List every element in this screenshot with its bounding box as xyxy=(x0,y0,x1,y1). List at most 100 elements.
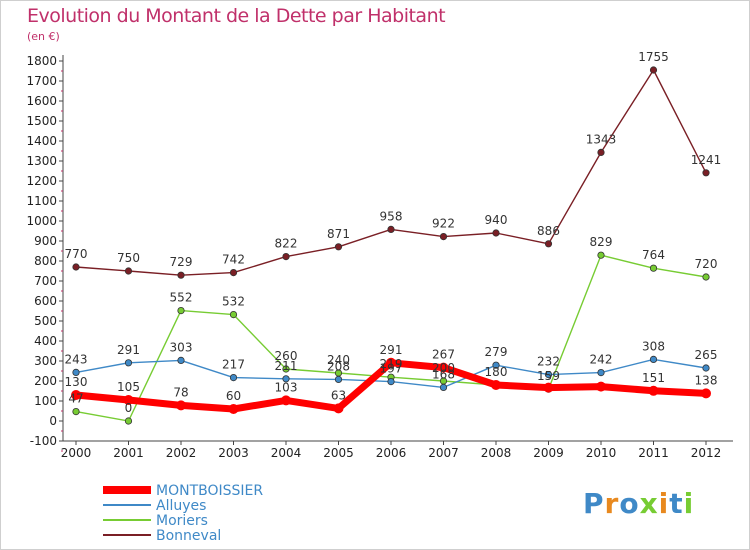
point-bonneval xyxy=(702,169,710,177)
point-moriers xyxy=(649,264,658,272)
data-label-moriers: 829 xyxy=(590,235,613,249)
point-bonneval xyxy=(544,240,553,248)
data-label-bonneval: 770 xyxy=(65,247,88,261)
y-tick-label: 800 xyxy=(34,254,57,268)
data-label-bonneval: 1343 xyxy=(586,132,617,146)
x-tick-label: 2004 xyxy=(271,446,302,460)
data-label-alluyes: 211 xyxy=(275,359,298,373)
data-label-bonneval: 886 xyxy=(537,224,560,238)
y-tick-label: 1300 xyxy=(26,154,57,168)
data-label-montboissier: 103 xyxy=(275,380,298,394)
point-alluyes xyxy=(649,355,658,363)
data-label-alluyes: 232 xyxy=(537,355,560,369)
data-label-bonneval: 922 xyxy=(432,217,455,231)
x-tick-label: 2001 xyxy=(113,446,144,460)
y-tick-label: 1100 xyxy=(26,194,57,208)
data-label-bonneval: 1755 xyxy=(638,50,669,64)
data-label-alluyes: 303 xyxy=(170,340,193,354)
point-alluyes xyxy=(387,377,395,386)
data-label-alluyes: 243 xyxy=(65,352,88,366)
y-tick-label: 1700 xyxy=(26,74,57,88)
point-moriers xyxy=(702,273,710,281)
point-alluyes xyxy=(544,370,553,379)
legend-label-alluyes: Alluyes xyxy=(156,498,206,514)
data-label-moriers: 764 xyxy=(642,248,665,262)
data-label-montboissier: 60 xyxy=(226,389,241,403)
x-tick-label: 2009 xyxy=(533,446,564,460)
x-tick-label: 2006 xyxy=(376,446,407,460)
legend-label-montboissier: MONTBOISSIER xyxy=(156,483,263,499)
data-label-bonneval: 729 xyxy=(170,255,193,269)
logo-letter: t xyxy=(669,487,684,520)
point-montboissier xyxy=(491,380,501,390)
data-label-bonneval: 871 xyxy=(327,227,350,241)
y-tick-label: -100 xyxy=(30,434,57,448)
data-label-moriers: 0 xyxy=(125,401,133,415)
x-tick-label: 2011 xyxy=(638,446,669,460)
data-label-montboissier: 138 xyxy=(695,373,718,387)
point-alluyes xyxy=(72,368,80,376)
point-bonneval xyxy=(492,229,500,237)
point-bonneval xyxy=(177,271,185,279)
point-alluyes xyxy=(492,361,500,369)
data-label-alluyes: 168 xyxy=(432,367,455,381)
data-label-montboissier: 105 xyxy=(117,380,140,394)
point-bonneval xyxy=(282,253,290,261)
data-label-montboissier: 130 xyxy=(65,375,88,389)
data-label-alluyes: 197 xyxy=(380,362,403,376)
point-alluyes xyxy=(597,368,605,377)
data-label-moriers: 180 xyxy=(485,365,508,379)
y-tick-label: 600 xyxy=(34,294,57,308)
point-montboissier xyxy=(701,388,711,399)
point-moriers xyxy=(229,310,238,319)
data-label-montboissier: 151 xyxy=(642,371,665,385)
y-tick-label: 300 xyxy=(34,354,57,368)
point-bonneval xyxy=(334,243,343,251)
data-label-alluyes: 217 xyxy=(222,358,245,372)
point-montboissier xyxy=(386,357,396,368)
data-label-moriers: 532 xyxy=(222,295,245,309)
point-alluyes xyxy=(702,364,710,372)
point-alluyes xyxy=(439,383,448,391)
data-label-moriers: 219 xyxy=(380,357,403,371)
point-alluyes xyxy=(229,373,238,382)
point-montboissier xyxy=(543,382,554,393)
chart-title: Evolution du Montant de la Dette par Hab… xyxy=(27,5,446,27)
point-moriers xyxy=(124,417,133,425)
point-alluyes xyxy=(124,359,133,367)
data-label-alluyes: 279 xyxy=(485,345,508,359)
data-label-moriers: 47 xyxy=(68,392,83,406)
data-label-moriers: 260 xyxy=(275,349,298,363)
y-tick-label: 200 xyxy=(34,374,57,388)
data-label-montboissier: 267 xyxy=(432,348,455,362)
data-label-alluyes: 242 xyxy=(590,353,613,367)
y-tick-label: 1800 xyxy=(26,54,57,68)
point-bonneval xyxy=(124,267,133,275)
point-bonneval xyxy=(387,225,395,233)
plot-area xyxy=(63,55,733,441)
x-tick-label: 2012 xyxy=(691,446,722,460)
point-moriers xyxy=(597,251,605,259)
x-tick-label: 2000 xyxy=(61,446,92,460)
point-bonneval xyxy=(439,233,448,241)
point-montboissier xyxy=(71,390,81,400)
data-label-bonneval: 940 xyxy=(485,213,508,227)
x-tick-label: 2010 xyxy=(586,446,617,460)
point-moriers xyxy=(177,306,185,315)
point-montboissier xyxy=(438,362,449,373)
data-label-moriers: 240 xyxy=(327,353,350,367)
point-montboissier xyxy=(596,381,606,392)
data-label-bonneval: 822 xyxy=(275,237,298,251)
y-tick-label: 0 xyxy=(49,414,57,428)
x-tick-label: 2005 xyxy=(323,446,354,460)
point-alluyes xyxy=(177,356,185,364)
point-montboissier xyxy=(281,395,291,406)
x-tick-label: 2008 xyxy=(481,446,512,460)
y-tick-label: 1000 xyxy=(26,214,57,228)
logo-letter: r xyxy=(604,487,620,520)
y-tick-label: 100 xyxy=(34,394,57,408)
data-label-moriers: 200 xyxy=(432,361,455,375)
data-label-alluyes: 208 xyxy=(327,359,350,373)
data-label-bonneval: 1241 xyxy=(691,153,722,167)
